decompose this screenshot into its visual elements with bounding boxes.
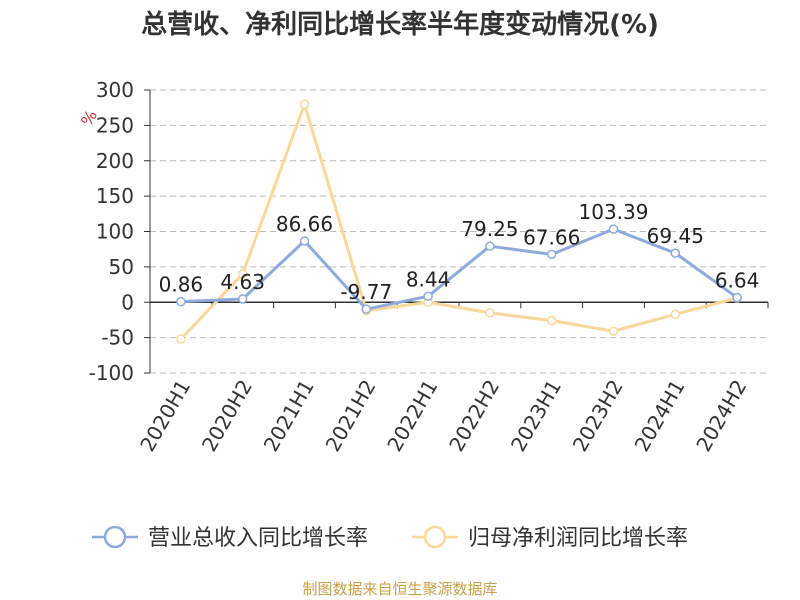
series-point-1 — [485, 308, 495, 318]
series-point-1 — [176, 334, 186, 344]
x-tick-label: 2020H1 — [135, 376, 195, 456]
legend-marker — [103, 525, 127, 549]
y-tick-label: 0 — [121, 290, 134, 314]
series-point-0 — [299, 236, 310, 246]
y-tick-label: 150 — [96, 184, 134, 208]
data-label: -9.77 — [340, 280, 392, 304]
series-point-0 — [485, 241, 495, 251]
legend-marker — [423, 525, 447, 549]
series-point-0 — [423, 291, 433, 302]
x-tick-label: 2023H2 — [568, 376, 628, 456]
series-point-0 — [546, 249, 557, 260]
y-tick-label: -100 — [89, 361, 134, 385]
data-label: 103.39 — [579, 200, 649, 224]
x-tick-label: 2022H2 — [444, 376, 504, 456]
series-point-1 — [299, 99, 310, 109]
data-label: 8.44 — [406, 267, 451, 291]
series-point-0 — [237, 294, 248, 304]
series-point-1 — [608, 326, 619, 337]
x-tick-label: 2024H2 — [691, 376, 751, 456]
series-point-1 — [670, 309, 681, 320]
series-point-0 — [670, 248, 681, 258]
data-label: 6.64 — [715, 269, 760, 293]
series-point-1 — [546, 315, 557, 326]
data-label: 4.63 — [220, 270, 265, 294]
chart-title: 总营收、净利同比增长率半年度变动情况(%) — [141, 10, 659, 40]
data-label: 69.45 — [647, 224, 704, 248]
data-label: 86.66 — [276, 212, 333, 236]
x-tick-label: 2021H1 — [259, 376, 319, 456]
series-point-0 — [361, 304, 372, 314]
y-tick-label: 250 — [96, 113, 134, 137]
series-point-0 — [732, 292, 742, 303]
y-tick-label: 100 — [96, 220, 134, 244]
series-point-0 — [608, 224, 619, 234]
x-tick-label: 2024H1 — [630, 376, 690, 456]
series-line-0 — [180, 227, 738, 311]
series-lines — [176, 99, 742, 344]
series-point-0 — [176, 296, 186, 307]
legend: 营业总收入同比增长率 归母净利润同比增长率 — [92, 525, 688, 551]
y-tick-label: 300 — [96, 78, 134, 102]
data-label: 79.25 — [461, 217, 518, 241]
series-line-1 — [179, 102, 738, 341]
legend-label: 营业总收入同比增长率 — [148, 526, 368, 551]
data-label: 0.86 — [159, 273, 204, 297]
x-tick-label: 2020H2 — [197, 376, 257, 456]
y-tick-label: 50 — [109, 255, 134, 279]
data-label: 67.66 — [523, 225, 580, 249]
source-note: 制图数据来自恒生聚源数据库 — [302, 580, 498, 598]
x-tick-label: 2021H2 — [321, 376, 381, 456]
series-point-1 — [237, 269, 248, 279]
grid-lines — [150, 89, 768, 374]
y-tick-label: -50 — [101, 326, 134, 350]
data-labels: 0.86 4.63 86.66 -9.77 8.44 79.25 67.66103.3969… — [159, 200, 760, 304]
x-tick-label: 2023H1 — [506, 376, 566, 456]
x-tick-label: 2022H1 — [382, 376, 442, 456]
y-tick-label: 200 — [96, 149, 134, 173]
legend-label: 归母净利润同比增长率 — [468, 526, 688, 551]
